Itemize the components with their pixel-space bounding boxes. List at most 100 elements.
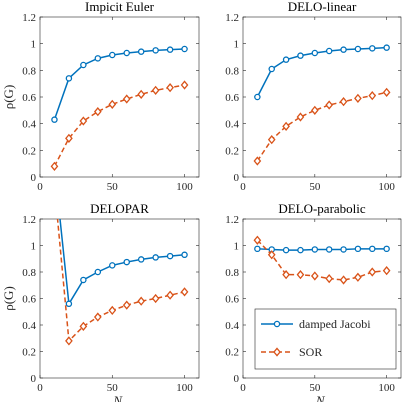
marker: [310, 105, 319, 115]
marker: [268, 65, 275, 73]
axes-box: [242, 16, 402, 178]
panel-title: DELO-parabolic: [278, 201, 366, 216]
y-tick-label: 0: [234, 373, 240, 385]
panel-title: DELO-linear: [288, 0, 357, 14]
marker: [297, 52, 304, 59]
x-tick-label: 100: [176, 181, 193, 193]
x-tick-label: 50: [107, 382, 119, 394]
marker: [369, 45, 376, 52]
marker: [51, 182, 57, 189]
marker: [383, 245, 390, 253]
marker: [282, 121, 290, 131]
marker: [253, 235, 262, 245]
x-axis-label: Ns: [315, 393, 329, 402]
marker: [122, 300, 131, 310]
marker: [123, 258, 130, 266]
marker: [166, 83, 174, 93]
marker: [368, 91, 377, 101]
axes-box: [242, 218, 402, 379]
marker: [296, 112, 305, 122]
marker: [180, 287, 189, 297]
axes-box: [39, 218, 200, 379]
marker: [65, 75, 73, 82]
marker: [152, 254, 159, 261]
x-tick-label: 50: [309, 382, 321, 394]
y-tick-label: 0.2: [225, 145, 239, 157]
marker: [80, 61, 87, 69]
x-axis-label-base: N: [112, 393, 123, 402]
marker: [354, 245, 362, 253]
y-tick-label: 0: [31, 373, 37, 385]
y-tick-label: 0: [234, 172, 240, 184]
marker: [339, 275, 348, 285]
x-axis-label-sub: s: [325, 400, 329, 402]
y-tick-label: 0.6: [225, 92, 239, 104]
marker: [325, 47, 333, 55]
plot-area: [40, 17, 199, 177]
y-tick-label: 0.6: [22, 92, 36, 104]
y-tick-label: 1: [234, 241, 240, 253]
marker: [282, 246, 290, 254]
x-axis-label: Ns: [112, 393, 126, 402]
y-tick-label: 0.2: [225, 347, 239, 359]
marker: [369, 245, 376, 253]
marker: [79, 116, 88, 126]
legend-label: damped Jacobi: [299, 317, 371, 331]
y-tick-label: 1.2: [22, 12, 36, 24]
marker: [80, 276, 87, 284]
series-line: [257, 248, 387, 251]
marker: [325, 246, 333, 253]
x-tick-label: 0: [240, 181, 246, 193]
marker: [50, 161, 59, 171]
series-line: [53, 48, 185, 120]
marker: [137, 256, 145, 263]
marker: [152, 47, 159, 54]
plot-series: [253, 235, 391, 285]
marker: [181, 45, 188, 53]
marker: [109, 51, 116, 59]
marker: [296, 270, 305, 280]
marker: [166, 252, 174, 260]
marker: [282, 270, 290, 280]
x-tick-label: 100: [378, 181, 395, 193]
axes-box: [39, 16, 200, 178]
marker: [65, 336, 73, 346]
x-tick-label: 0: [240, 382, 246, 394]
marker: [123, 49, 130, 57]
y-tick-label: 0.4: [225, 119, 239, 131]
marker: [93, 107, 102, 117]
marker: [108, 99, 117, 109]
marker: [354, 93, 362, 103]
plot-series: [50, 45, 189, 171]
y-tick-label: 1: [31, 241, 37, 253]
y-tick-label: 0.8: [22, 65, 36, 77]
marker: [254, 245, 261, 253]
y-axis-label: ρ(G): [1, 286, 16, 311]
x-tick-label: 0: [37, 181, 43, 193]
legend-box: [254, 308, 397, 370]
plot-area: [40, 219, 199, 378]
x-tick-label: 0: [37, 382, 43, 394]
marker: [109, 262, 116, 269]
legend-marker: [273, 320, 281, 328]
x-tick-label: 50: [107, 181, 119, 193]
marker: [94, 55, 102, 62]
marker: [94, 268, 102, 276]
plot-series: [51, 182, 189, 346]
y-tick-label: 1: [31, 39, 37, 51]
y-tick-label: 0.6: [225, 294, 239, 306]
marker: [137, 296, 146, 306]
series-line: [256, 91, 387, 162]
y-tick-label: 0.4: [225, 320, 239, 332]
marker: [181, 251, 188, 259]
y-tick-label: 1.2: [225, 214, 239, 226]
plot-series: [253, 44, 391, 166]
x-tick-label: 50: [309, 181, 321, 193]
legend-marker: [273, 347, 281, 357]
panel-title: Impicit Euler: [85, 0, 155, 14]
marker: [340, 246, 347, 253]
marker: [267, 135, 276, 145]
x-axis-label-base: N: [315, 393, 326, 402]
marker: [93, 312, 102, 322]
marker: [122, 94, 131, 104]
